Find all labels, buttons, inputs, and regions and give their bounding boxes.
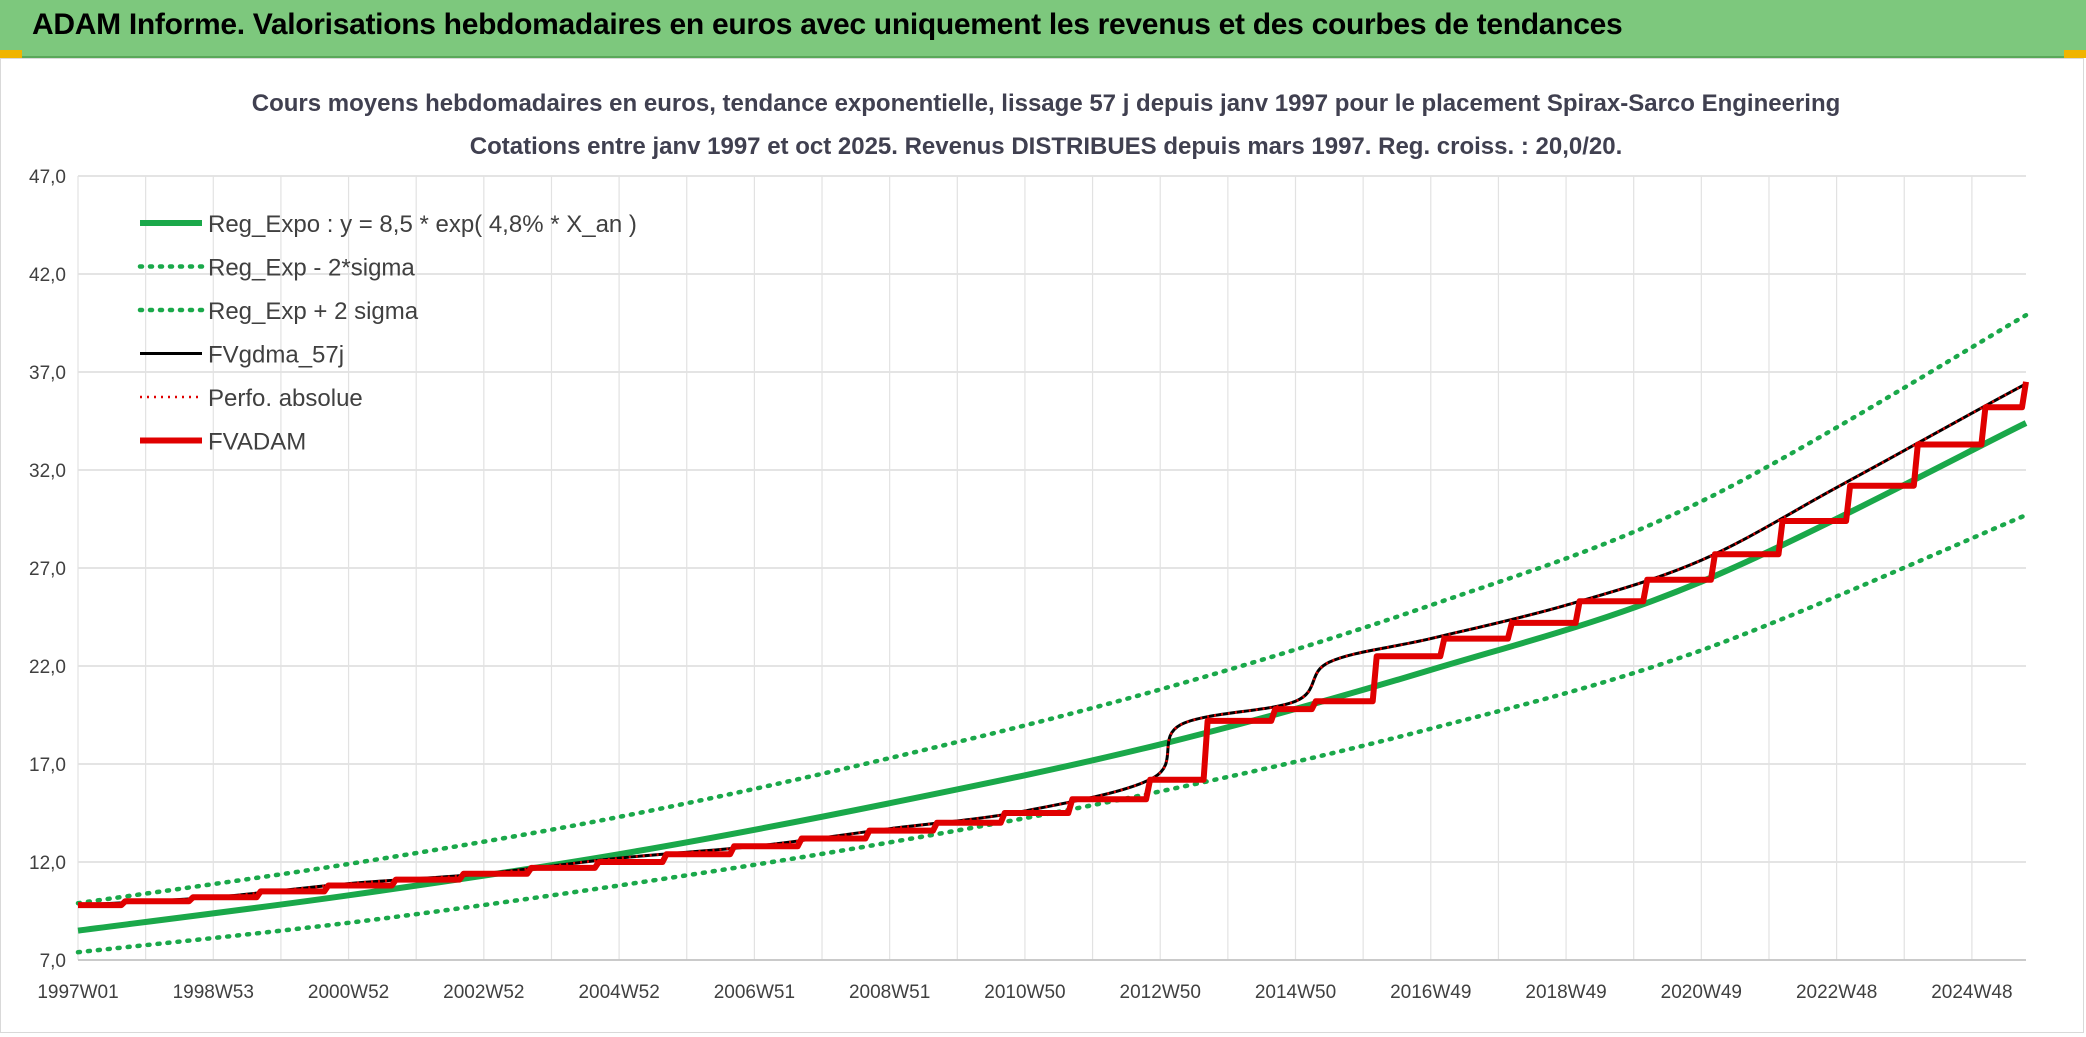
- x-tick-label: 2014W50: [1255, 982, 1336, 1003]
- legend-entry: Perfo. absolue: [208, 385, 363, 412]
- legend-entry: Reg_Exp + 2 sigma: [208, 298, 419, 325]
- x-tick-label: 2004W52: [578, 982, 659, 1003]
- y-tick-label: 27,0: [29, 559, 66, 580]
- legend-entry: FVgdma_57j: [208, 342, 344, 369]
- series-line-0: [77, 420, 2028, 934]
- report-title: ADAM Informe. Valorisations hebdomadaire…: [32, 8, 1623, 41]
- legend-entry: FVADAM: [208, 429, 306, 456]
- series-layer: [75, 312, 2029, 955]
- legend-entry: Reg_Exp - 2*sigma: [208, 255, 415, 282]
- x-tick-label: 2020W49: [1661, 982, 1742, 1003]
- series-line-4: [77, 382, 2027, 907]
- y-tick-label: 7,0: [40, 951, 66, 972]
- x-tick-label: 2002W52: [443, 982, 524, 1003]
- legend-entry: Reg_Expo : y = 8,5 * exp( 4,8% * X_an ): [208, 211, 637, 238]
- series-line-5: [78, 381, 2029, 909]
- x-tick-label: 2016W49: [1390, 982, 1471, 1003]
- chart-subtitle: Cotations entre janv 1997 et oct 2025. R…: [470, 133, 1622, 160]
- y-tick-label: 42,0: [29, 265, 66, 286]
- chart-frame: [0, 58, 2084, 1033]
- x-tick-label: 2008W51: [849, 982, 930, 1003]
- y-tick-label: 47,0: [29, 167, 66, 188]
- x-tick-label: 2024W48: [1931, 982, 2012, 1003]
- report-header: ADAM Informe. Valorisations hebdomadaire…: [0, 0, 2086, 58]
- y-tick-label: 32,0: [29, 461, 66, 482]
- legend: Reg_Expo : y = 8,5 * exp( 4,8% * X_an ) R…: [137, 211, 637, 456]
- header-corner-left: [0, 50, 22, 58]
- x-axis-ticks: 1997W01 1998W53 2000W52 2002W52 2004W52 2006W…: [37, 982, 2012, 1003]
- x-tick-label: 2012W50: [1120, 982, 1201, 1003]
- x-tick-label: 1997W01: [37, 982, 118, 1003]
- x-tick-label: 2010W50: [984, 982, 1065, 1003]
- x-tick-label: 2000W52: [308, 982, 389, 1003]
- y-axis-ticks: 7,0 12,0 17,0 22,0 27,0 32,0 37,0 42,0 47,0: [29, 167, 66, 972]
- y-tick-label: 37,0: [29, 363, 66, 384]
- x-tick-label: 1998W53: [173, 982, 254, 1003]
- y-tick-label: 17,0: [29, 755, 66, 776]
- x-tick-label: 2006W51: [714, 982, 795, 1003]
- header-corner-right: [2064, 50, 2086, 58]
- chart-title: Cours moyens hebdomadaires en euros, ten…: [252, 90, 1841, 117]
- x-tick-label: 2022W48: [1796, 982, 1877, 1003]
- grid-lines: [77, 175, 2026, 961]
- y-tick-label: 12,0: [29, 853, 66, 874]
- series-line-3: [77, 382, 2027, 907]
- y-tick-label: 22,0: [29, 657, 66, 678]
- series-line-2: [75, 312, 2029, 906]
- x-tick-label: 2018W49: [1525, 982, 1606, 1003]
